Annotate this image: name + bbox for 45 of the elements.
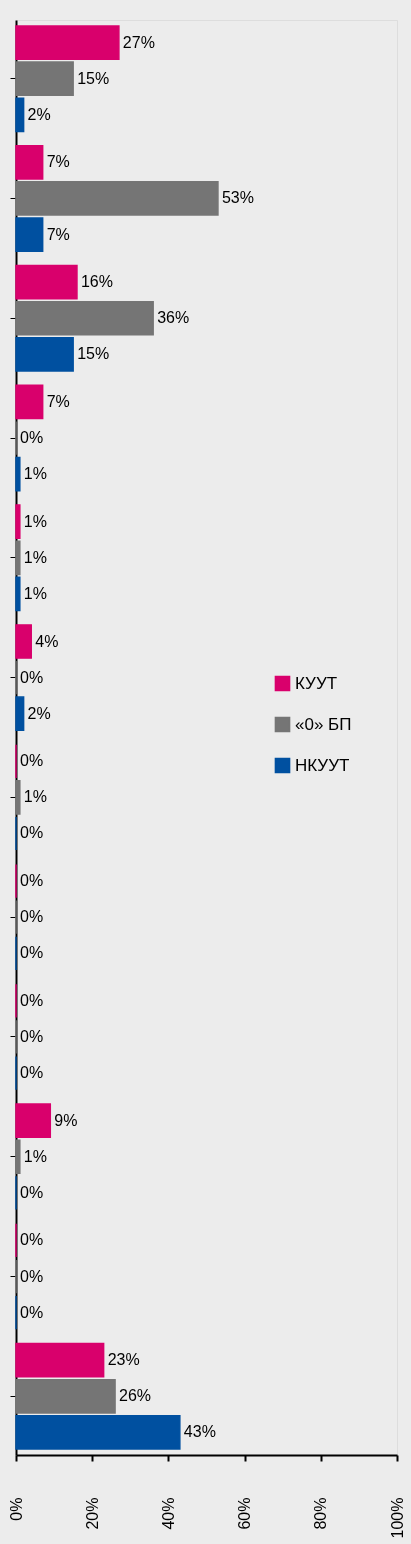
data-label: 4%: [35, 632, 59, 650]
x-tick-label: 0%: [7, 1497, 25, 1521]
data-label: 1%: [23, 465, 47, 483]
data-label: 1%: [23, 1147, 47, 1165]
data-label: 0%: [20, 429, 44, 447]
x-tick-label: 40%: [159, 1497, 177, 1530]
data-label: 1%: [23, 548, 47, 566]
legend-label: «0» БП: [295, 714, 352, 734]
x-tick-label: 100%: [388, 1497, 406, 1539]
data-label: 0%: [20, 752, 44, 770]
data-label: 1%: [23, 584, 47, 602]
data-label: 43%: [183, 1423, 216, 1441]
data-label: 0%: [20, 1303, 44, 1321]
data-label: 16%: [80, 273, 113, 291]
data-label: 0%: [20, 908, 44, 926]
data-label: 1%: [23, 788, 47, 806]
data-label: 0%: [20, 1027, 44, 1045]
data-label: 23%: [107, 1351, 140, 1369]
data-label: 0%: [20, 1267, 44, 1285]
data-label: 0%: [20, 944, 44, 962]
data-label: 2%: [27, 704, 51, 722]
data-label: 0%: [20, 991, 44, 1009]
data-label: 0%: [20, 668, 44, 686]
data-label: 0%: [20, 1064, 44, 1082]
data-label: 0%: [20, 872, 44, 890]
data-label: 9%: [54, 1111, 78, 1129]
data-label: 0%: [20, 824, 44, 842]
data-label: 7%: [46, 225, 70, 243]
data-label: 53%: [221, 189, 254, 207]
data-label: 2%: [27, 105, 51, 123]
x-tick-label: 60%: [236, 1497, 254, 1530]
data-label: 27%: [122, 33, 155, 51]
x-tick-label: 80%: [312, 1497, 330, 1530]
x-tick-label: 20%: [83, 1497, 101, 1530]
data-label: 15%: [77, 345, 110, 363]
data-label: 0%: [20, 1231, 44, 1249]
data-label: 7%: [46, 153, 70, 171]
data-label: 26%: [119, 1387, 152, 1405]
data-label: 7%: [46, 392, 70, 410]
data-label: 1%: [23, 512, 47, 530]
legend-label: КУУТ: [295, 673, 338, 693]
data-label: 15%: [77, 69, 110, 87]
data-label: 0%: [20, 1183, 44, 1201]
legend-label: НКУУТ: [295, 755, 350, 775]
data-label: 36%: [157, 309, 190, 327]
